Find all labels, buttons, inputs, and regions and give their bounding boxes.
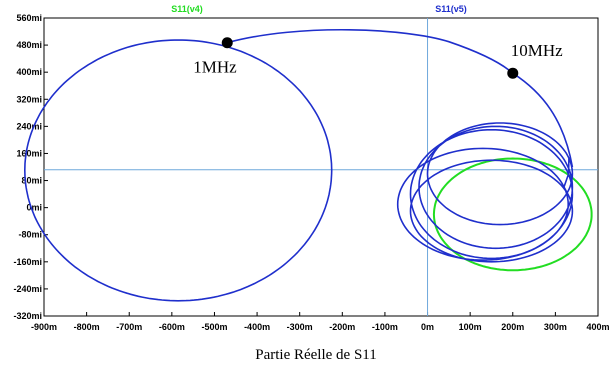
y-tick-label: 0mi	[26, 203, 42, 213]
marker-10mhz	[507, 67, 519, 79]
y-tick-label: 320mi	[16, 94, 42, 104]
series-s11-v5-line	[23, 28, 574, 302]
y-tick-label: -240mi	[13, 284, 42, 294]
x-tick-label: 200m	[501, 322, 524, 332]
x-axis-label: Partie Réelle de S11	[255, 347, 377, 363]
x-tick-label: -500m	[201, 322, 227, 332]
x-tick-label: -400m	[244, 322, 270, 332]
x-tick-label: 300m	[544, 322, 567, 332]
y-tick-label: 480mi	[16, 40, 42, 50]
marker-1mhz	[221, 37, 233, 49]
y-tick-label: -80mi	[18, 230, 42, 240]
y-tick-label: 400mi	[16, 67, 42, 77]
y-tick-label: 80mi	[21, 176, 42, 186]
x-tick-label: 0m	[421, 322, 434, 332]
x-tick-label: -900m	[31, 322, 57, 332]
x-tick-label: -100m	[372, 322, 398, 332]
y-axis-ticks: 560mi 480mi 400mi 320mi 240mi 160mi 80mi 0mi -80…	[13, 13, 48, 321]
annotation-10mhz: 10MHz	[511, 41, 563, 60]
x-axis-ticks: -900m -800m -700m -600m -500m -400m -300m -200m…	[31, 312, 610, 332]
x-tick-label: 100m	[459, 322, 482, 332]
x-tick-label: 400m	[586, 322, 609, 332]
y-tick-label: 240mi	[16, 121, 42, 131]
y-tick-label: -320mi	[13, 311, 42, 321]
legend-s11-v4[interactable]: S11(v4)	[171, 4, 203, 14]
x-tick-label: -700m	[116, 322, 142, 332]
y-tick-label: 160mi	[16, 148, 42, 158]
y-tick-label: 560mi	[16, 13, 42, 23]
x-tick-label: -800m	[74, 322, 100, 332]
series-s11-v4-line	[432, 157, 593, 272]
y-tick-label: -160mi	[13, 257, 42, 267]
x-tick-label: -300m	[287, 322, 313, 332]
legend-s11-v5[interactable]: S11(v5)	[435, 4, 467, 14]
x-tick-label: -600m	[159, 322, 185, 332]
x-tick-label: -200m	[329, 322, 355, 332]
annotation-1mhz: 1MHz	[193, 58, 237, 77]
